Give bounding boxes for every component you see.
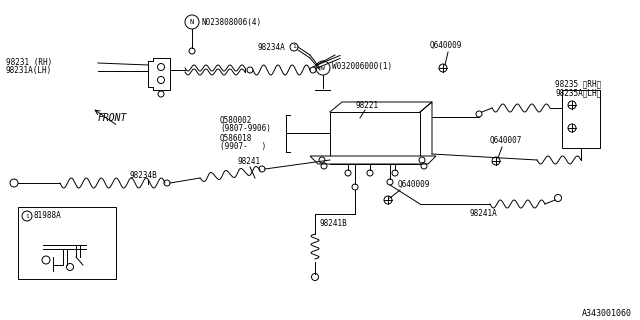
Polygon shape xyxy=(310,156,436,164)
Bar xyxy=(330,112,420,164)
Text: Q640009: Q640009 xyxy=(430,41,462,50)
Text: 98231A(LH): 98231A(LH) xyxy=(6,67,52,76)
Text: Q586018: Q586018 xyxy=(220,133,252,142)
Text: 98241A: 98241A xyxy=(470,210,498,219)
Text: A343001060: A343001060 xyxy=(582,308,632,317)
Text: W032006000(1): W032006000(1) xyxy=(332,61,392,70)
Text: Q580002: Q580002 xyxy=(220,116,252,124)
Text: 98221: 98221 xyxy=(355,101,378,110)
Text: Q640009: Q640009 xyxy=(398,180,430,188)
Text: 1: 1 xyxy=(25,213,29,219)
Text: (9907-   ): (9907- ) xyxy=(220,142,266,151)
Text: 1: 1 xyxy=(292,44,296,50)
Text: 81988A: 81988A xyxy=(34,212,61,220)
Text: 98241: 98241 xyxy=(238,157,261,166)
Text: 98235A〈LH〉: 98235A〈LH〉 xyxy=(555,89,601,98)
Bar xyxy=(18,207,116,279)
Text: FRONT: FRONT xyxy=(97,113,127,123)
Text: 98235 〈RH〉: 98235 〈RH〉 xyxy=(555,79,601,89)
Text: 98234B: 98234B xyxy=(130,172,157,180)
Text: N023808006(4): N023808006(4) xyxy=(201,18,261,27)
Text: 98234A: 98234A xyxy=(258,44,285,52)
Text: Q640007: Q640007 xyxy=(490,135,522,145)
Text: (9807-9906): (9807-9906) xyxy=(220,124,271,133)
Bar xyxy=(562,90,600,148)
Text: 98231 (RH): 98231 (RH) xyxy=(6,58,52,67)
Text: W: W xyxy=(321,66,325,70)
Text: 98241B: 98241B xyxy=(320,220,348,228)
Text: N: N xyxy=(190,19,194,25)
